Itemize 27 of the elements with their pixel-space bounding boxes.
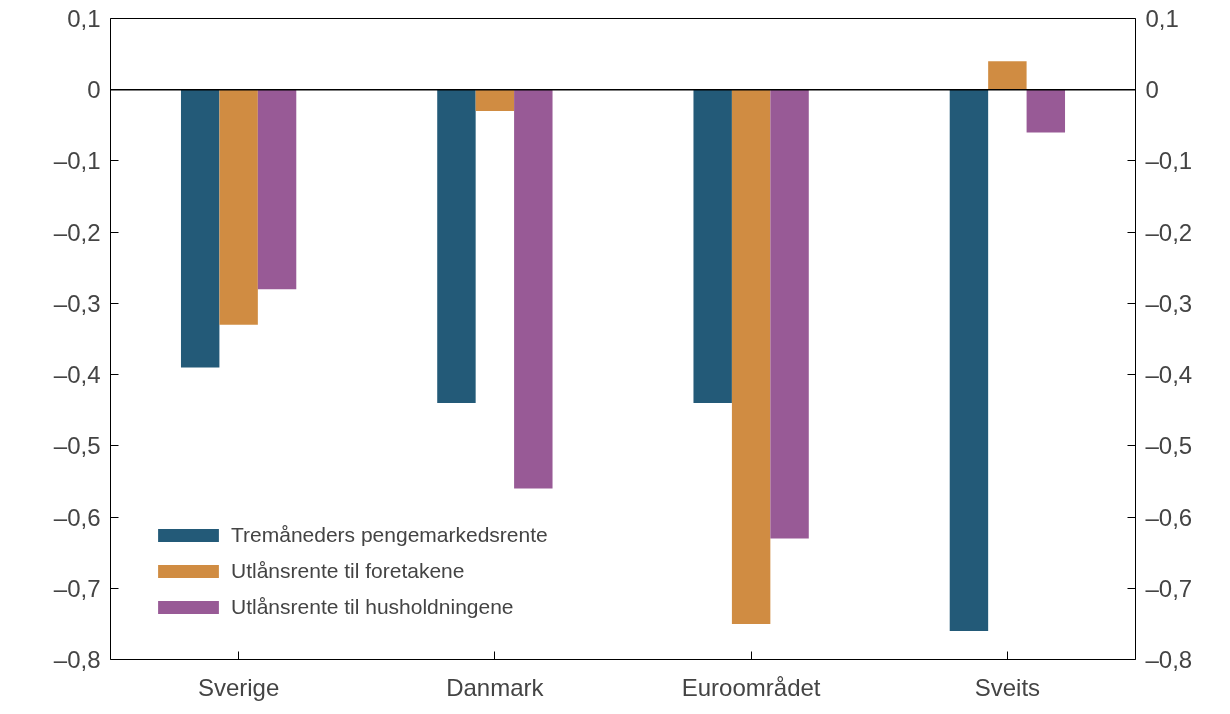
y-tick-label: –0,1 xyxy=(53,147,101,175)
x-tick-label: Sveits xyxy=(974,673,1041,701)
y2-tick-label: –0,2 xyxy=(1145,218,1193,246)
y-tick-label: –0,4 xyxy=(53,361,101,389)
y-tick-label: –0,8 xyxy=(53,646,101,673)
y2-tick-label: –0,5 xyxy=(1145,432,1193,460)
y-tick-label: –0,2 xyxy=(53,218,101,246)
legend-label: Tremåneders pengemarkedsrente xyxy=(231,523,548,547)
legend-label: Utlånsrente til foretakene xyxy=(231,559,465,583)
y2-tick-label: –0,6 xyxy=(1145,503,1193,531)
y2-tick-label: –0,8 xyxy=(1145,646,1193,673)
y2-tick-label: –0,3 xyxy=(1145,289,1193,317)
y-tick-label: –0,5 xyxy=(53,432,101,460)
y2-tick-label: 0,1 xyxy=(1145,5,1179,32)
y2-tick-label: –0,4 xyxy=(1145,361,1193,389)
x-tick-label: Sverige xyxy=(197,673,280,701)
y2-tick-label: –0,7 xyxy=(1145,574,1193,602)
y-tick-label: 0,1 xyxy=(67,5,101,32)
y-tick-label: –0,6 xyxy=(53,503,101,531)
y2-tick-label: –0,1 xyxy=(1145,147,1193,175)
y2-tick-label: 0 xyxy=(1145,76,1159,104)
y-tick-label: 0 xyxy=(87,76,101,104)
x-tick-label: Euroområdet xyxy=(681,673,821,701)
x-tick-label: Danmark xyxy=(446,673,545,701)
y-tick-label: –0,3 xyxy=(53,289,101,317)
y-tick-label: –0,7 xyxy=(53,574,101,602)
legend-label: Utlånsrente til husholdningene xyxy=(231,595,514,619)
